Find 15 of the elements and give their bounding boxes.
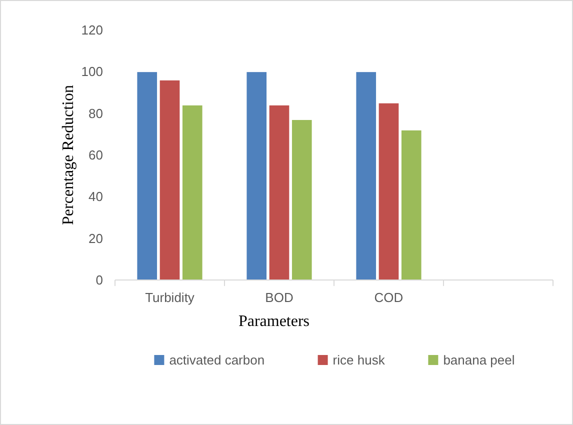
legend-label: rice husk	[332, 352, 386, 368]
y-tick-label: 120	[81, 22, 103, 38]
y-tick-label: 0	[96, 272, 103, 288]
y-tick-label: 100	[81, 64, 103, 80]
x-axis-title: Parameters	[238, 313, 310, 330]
legend-label: activated carbon	[169, 352, 265, 368]
y-tick-label: 20	[88, 230, 103, 246]
y-tick-label: 60	[88, 148, 103, 163]
y-tick-label: 40	[88, 189, 103, 204]
legend-label: banana peel	[443, 352, 515, 368]
y-axis-title: Percentage Reduction	[60, 85, 77, 225]
x-tick-label: BOD	[265, 290, 294, 305]
x-tick-label: COD	[374, 290, 404, 305]
x-tick-label: Turbidity	[145, 290, 195, 305]
y-tick-label: 80	[88, 106, 103, 121]
